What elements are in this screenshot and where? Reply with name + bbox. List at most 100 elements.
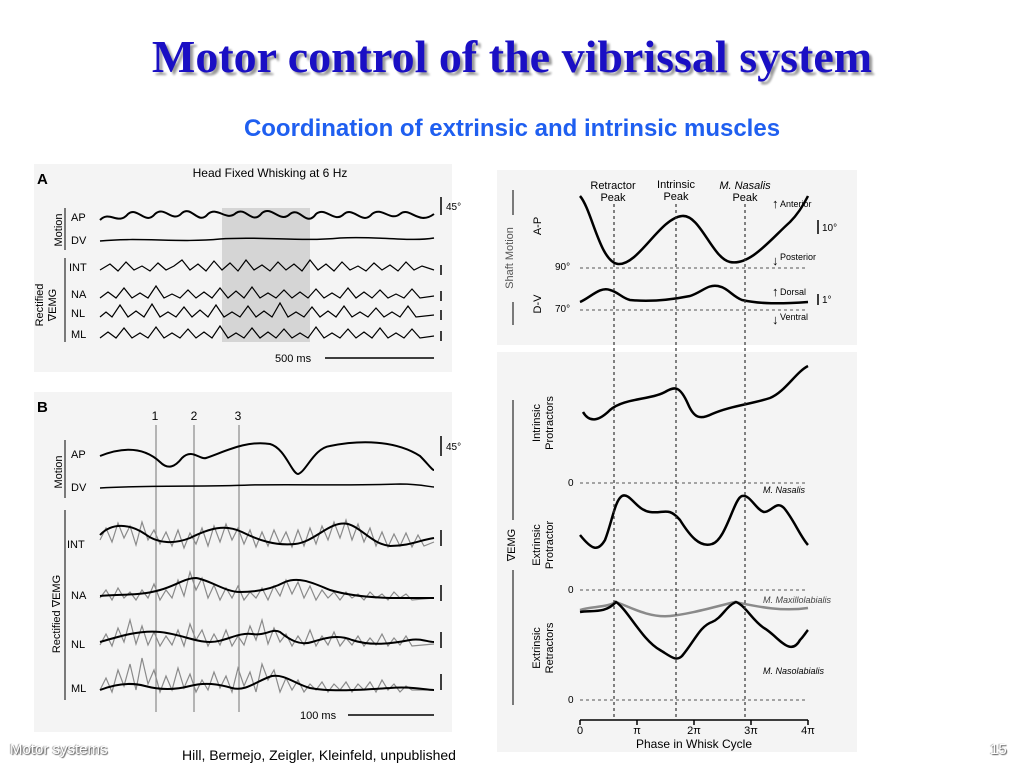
- panel-b-nl-smooth-trace: [99, 629, 435, 645]
- row2-label-line2: Protractor: [544, 521, 556, 570]
- emg-group-label: ∇EMG: [506, 529, 518, 562]
- panel-a-trace-label-nl: NL: [71, 308, 85, 320]
- panel-a-nl-trace: [99, 301, 435, 318]
- footer-section-label: Motor systems: [10, 741, 108, 758]
- panel-a-angle-scale-label: 45°: [446, 202, 461, 213]
- x-tick-label-4pi: 4π: [801, 725, 815, 737]
- x-axis-label: Phase in Whisk Cycle: [636, 737, 752, 751]
- panel-d-background: [497, 352, 857, 752]
- panel-b: B 1 2 3 Motion Rectified ∇EMG AP DV INT …: [34, 392, 461, 732]
- panel-a-emg-label-2: ∇EMG: [47, 289, 59, 322]
- panel-c: Retractor Peak Intrinsic Peak M. Nasalis…: [497, 170, 857, 345]
- panel-a-int-trace: [99, 259, 435, 272]
- panel-a: A Head Fixed Whisking at 6 Hz Motion Rec…: [34, 164, 461, 372]
- m-nasolabialis-label: M. Nasolabialis: [763, 666, 825, 676]
- panel-a-letter: A: [37, 171, 48, 188]
- row2-label-line1: Extrinsic: [531, 524, 543, 566]
- panel-b-ml-smooth-trace: [99, 674, 435, 692]
- row2-zero-label: 0: [568, 585, 574, 596]
- panel-a-dv-trace: [99, 236, 435, 242]
- panel-a-trace-label-dv: DV: [71, 235, 87, 247]
- tick-70-label: 70°: [555, 304, 570, 315]
- row3-label-line1: Extrinsic: [531, 627, 543, 669]
- x-tick-label-3pi: 3π: [744, 725, 758, 737]
- panel-b-trace-label-nl: NL: [71, 639, 85, 651]
- panel-a-heading: Head Fixed Whisking at 6 Hz: [193, 166, 348, 180]
- panel-b-int-smooth-trace: [99, 522, 435, 548]
- panel-a-ml-trace: [99, 324, 435, 339]
- ap-axis-label: A-P: [532, 217, 544, 235]
- panel-b-int-raw-trace: [99, 518, 435, 550]
- footer-citation: Hill, Bermejo, Zeigler, Kleinfeld, unpub…: [182, 747, 456, 763]
- panel-b-trace-label-ml: ML: [71, 683, 86, 695]
- panel-b-marker-2: 2: [191, 409, 198, 423]
- peak-label-nasalis-line1: M. Nasalis: [719, 180, 771, 192]
- panel-a-na-trace: [99, 284, 435, 299]
- panel-b-time-scale-label: 100 ms: [300, 710, 337, 722]
- panel-d: ∇EMG Intrinsic Protractors Extrinsic Pro…: [497, 352, 857, 752]
- panel-b-trace-label-dv: DV: [71, 482, 87, 494]
- panel-b-dv-trace: [99, 483, 435, 489]
- row1-label-line1: Intrinsic: [531, 404, 543, 442]
- x-tick-label-0: 0: [577, 725, 583, 737]
- peak-label-intrinsic-line1: Intrinsic: [657, 179, 695, 191]
- m-maxillolabialis-label: M. Maxillolabialis: [763, 595, 832, 605]
- panel-b-emg-label: Rectified ∇EMG: [51, 575, 63, 653]
- panel-a-trace-label-int: INT: [69, 262, 87, 274]
- panel-b-letter: B: [37, 399, 48, 416]
- maxillolabialis-trace: [579, 600, 809, 618]
- panel-a-trace-label-ap: AP: [71, 212, 86, 224]
- panel-b-trace-label-int: INT: [67, 539, 85, 551]
- arrow-anterior-icon: ↑: [772, 196, 779, 211]
- arrow-dorsal-icon: ↑: [772, 284, 779, 299]
- panel-b-na-raw-trace: [99, 569, 435, 602]
- tick-90-label: 90°: [555, 262, 570, 273]
- dv-axis-label: D-V: [532, 294, 544, 314]
- arrow-ventral-icon: ↓: [772, 312, 779, 327]
- dorsal-label: Dorsal: [780, 287, 806, 297]
- ventral-label: Ventral: [780, 312, 808, 322]
- anterior-label: Anterior: [780, 199, 812, 209]
- slide-title: Motor control of the vibrissal system: [151, 31, 873, 82]
- row3-label-line2: Retractors: [544, 622, 556, 673]
- panel-b-trace-label-na: NA: [71, 590, 87, 602]
- panel-b-na-smooth-trace: [99, 576, 434, 599]
- intrinsic-protractors-trace: [581, 364, 809, 421]
- panel-a-shaded-window: [222, 208, 310, 342]
- dv-shaft-trace: [579, 284, 809, 305]
- slide-subtitle: Coordination of extrinsic and intrinsic …: [243, 115, 781, 142]
- scale-10deg-label: 10°: [822, 223, 837, 234]
- panel-b-ap-trace: [99, 441, 435, 476]
- panel-a-ap-trace: [99, 210, 435, 221]
- peak-label-intrinsic-line2: Peak: [663, 191, 689, 203]
- panel-a-trace-label-ml: ML: [71, 329, 86, 341]
- panel-b-trace-label-ap: AP: [71, 449, 86, 461]
- posterior-label: Posterior: [780, 252, 816, 262]
- panel-a-emg-label-1: Rectified: [34, 284, 46, 327]
- panel-a-time-scale-label: 500 ms: [275, 353, 312, 365]
- row3-zero-label: 0: [568, 695, 574, 706]
- panel-a-motion-label: Motion: [53, 213, 65, 246]
- arrow-posterior-icon: ↓: [772, 253, 779, 268]
- peak-label-nasalis-line2: Peak: [732, 192, 758, 204]
- nasolabialis-trace: [579, 600, 809, 660]
- panel-b-angle-scale-label: 45°: [446, 442, 461, 453]
- m-nasalis-label: M. Nasalis: [763, 485, 806, 495]
- peak-label-retractor-line1: Retractor: [590, 180, 636, 192]
- shaft-motion-label: Shaft Motion: [504, 227, 516, 289]
- panel-b-marker-1: 1: [152, 409, 159, 423]
- panel-b-background: [34, 392, 452, 732]
- x-tick-label-2pi: 2π: [687, 725, 701, 737]
- panel-b-marker-3: 3: [235, 409, 242, 423]
- panel-b-nl-raw-trace: [99, 617, 435, 648]
- row1-label-line2: Protractors: [544, 396, 556, 450]
- scale-1deg-label: 1°: [822, 295, 832, 306]
- page-number: 15: [990, 741, 1007, 758]
- row1-zero-label: 0: [568, 478, 574, 489]
- panel-b-motion-label: Motion: [53, 455, 65, 488]
- peak-label-retractor-line2: Peak: [600, 192, 626, 204]
- panel-a-trace-label-na: NA: [71, 289, 87, 301]
- ap-shaft-trace: [578, 195, 810, 266]
- x-tick-label-pi: π: [633, 725, 641, 737]
